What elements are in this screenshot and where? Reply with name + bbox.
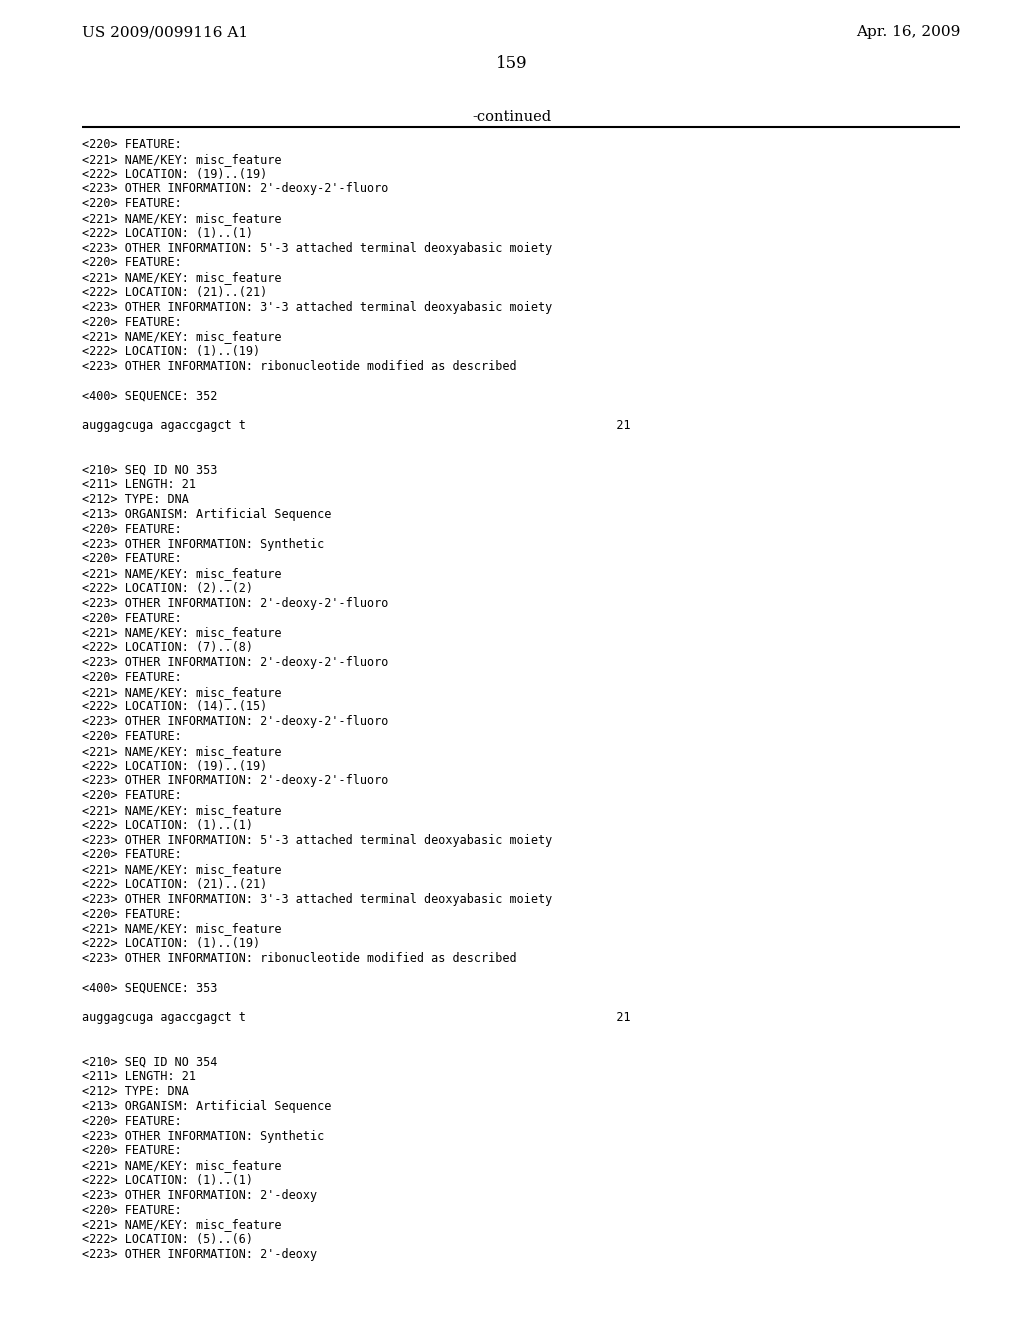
Text: <223> OTHER INFORMATION: 2'-deoxy-2'-fluoro: <223> OTHER INFORMATION: 2'-deoxy-2'-flu… [82,775,388,788]
Text: US 2009/0099116 A1: US 2009/0099116 A1 [82,25,248,40]
Text: <220> FEATURE:: <220> FEATURE: [82,1144,181,1158]
Text: <220> FEATURE:: <220> FEATURE: [82,1204,181,1217]
Text: <211> LENGTH: 21: <211> LENGTH: 21 [82,478,196,491]
Text: <210> SEQ ID NO 353: <210> SEQ ID NO 353 [82,463,217,477]
Text: <223> OTHER INFORMATION: 3'-3 attached terminal deoxyabasic moiety: <223> OTHER INFORMATION: 3'-3 attached t… [82,301,552,314]
Text: <220> FEATURE:: <220> FEATURE: [82,197,181,210]
Text: <220> FEATURE:: <220> FEATURE: [82,1115,181,1127]
Text: <222> LOCATION: (1)..(1): <222> LOCATION: (1)..(1) [82,227,253,240]
Text: <222> LOCATION: (1)..(19): <222> LOCATION: (1)..(19) [82,346,260,358]
Text: <223> OTHER INFORMATION: ribonucleotide modified as described: <223> OTHER INFORMATION: ribonucleotide … [82,360,517,374]
Text: 159: 159 [497,55,527,73]
Text: <220> FEATURE:: <220> FEATURE: [82,139,181,150]
Text: <222> LOCATION: (2)..(2): <222> LOCATION: (2)..(2) [82,582,253,595]
Text: <221> NAME/KEY: misc_feature: <221> NAME/KEY: misc_feature [82,685,282,698]
Text: <220> FEATURE:: <220> FEATURE: [82,671,181,684]
Text: <220> FEATURE:: <220> FEATURE: [82,611,181,624]
Text: <223> OTHER INFORMATION: 2'-deoxy-2'-fluoro: <223> OTHER INFORMATION: 2'-deoxy-2'-flu… [82,656,388,669]
Text: <221> NAME/KEY: misc_feature: <221> NAME/KEY: misc_feature [82,627,282,639]
Text: <220> FEATURE:: <220> FEATURE: [82,552,181,565]
Text: <213> ORGANISM: Artificial Sequence: <213> ORGANISM: Artificial Sequence [82,1100,332,1113]
Text: <223> OTHER INFORMATION: 2'-deoxy: <223> OTHER INFORMATION: 2'-deoxy [82,1189,317,1201]
Text: <220> FEATURE:: <220> FEATURE: [82,256,181,269]
Text: Apr. 16, 2009: Apr. 16, 2009 [856,25,961,40]
Text: auggagcuga agaccgagct t                                                    21: auggagcuga agaccgagct t 21 [82,1011,631,1024]
Text: <211> LENGTH: 21: <211> LENGTH: 21 [82,1071,196,1084]
Text: <220> FEATURE:: <220> FEATURE: [82,789,181,803]
Text: <221> NAME/KEY: misc_feature: <221> NAME/KEY: misc_feature [82,863,282,876]
Text: <212> TYPE: DNA: <212> TYPE: DNA [82,1085,188,1098]
Text: <220> FEATURE:: <220> FEATURE: [82,315,181,329]
Text: <220> FEATURE:: <220> FEATURE: [82,523,181,536]
Text: <221> NAME/KEY: misc_feature: <221> NAME/KEY: misc_feature [82,213,282,224]
Text: <222> LOCATION: (19)..(19): <222> LOCATION: (19)..(19) [82,759,267,772]
Text: <400> SEQUENCE: 352: <400> SEQUENCE: 352 [82,389,217,403]
Text: <223> OTHER INFORMATION: 2'-deoxy-2'-fluoro: <223> OTHER INFORMATION: 2'-deoxy-2'-flu… [82,597,388,610]
Text: <222> LOCATION: (1)..(19): <222> LOCATION: (1)..(19) [82,937,260,950]
Text: <210> SEQ ID NO 354: <210> SEQ ID NO 354 [82,1056,217,1069]
Text: <212> TYPE: DNA: <212> TYPE: DNA [82,494,188,506]
Text: <221> NAME/KEY: misc_feature: <221> NAME/KEY: misc_feature [82,330,282,343]
Text: <222> LOCATION: (14)..(15): <222> LOCATION: (14)..(15) [82,701,267,713]
Text: <223> OTHER INFORMATION: 5'-3 attached terminal deoxyabasic moiety: <223> OTHER INFORMATION: 5'-3 attached t… [82,834,552,846]
Text: -continued: -continued [472,110,552,124]
Text: <221> NAME/KEY: misc_feature: <221> NAME/KEY: misc_feature [82,568,282,581]
Text: <222> LOCATION: (1)..(1): <222> LOCATION: (1)..(1) [82,1173,253,1187]
Text: <220> FEATURE:: <220> FEATURE: [82,849,181,862]
Text: <222> LOCATION: (19)..(19): <222> LOCATION: (19)..(19) [82,168,267,181]
Text: <223> OTHER INFORMATION: 5'-3 attached terminal deoxyabasic moiety: <223> OTHER INFORMATION: 5'-3 attached t… [82,242,552,255]
Text: <223> OTHER INFORMATION: 2'-deoxy-2'-fluoro: <223> OTHER INFORMATION: 2'-deoxy-2'-flu… [82,182,388,195]
Text: <223> OTHER INFORMATION: ribonucleotide modified as described: <223> OTHER INFORMATION: ribonucleotide … [82,952,517,965]
Text: <223> OTHER INFORMATION: Synthetic: <223> OTHER INFORMATION: Synthetic [82,1130,325,1143]
Text: <221> NAME/KEY: misc_feature: <221> NAME/KEY: misc_feature [82,153,282,166]
Text: <221> NAME/KEY: misc_feature: <221> NAME/KEY: misc_feature [82,923,282,936]
Text: <222> LOCATION: (21)..(21): <222> LOCATION: (21)..(21) [82,286,267,300]
Text: <221> NAME/KEY: misc_feature: <221> NAME/KEY: misc_feature [82,744,282,758]
Text: <222> LOCATION: (21)..(21): <222> LOCATION: (21)..(21) [82,878,267,891]
Text: <223> OTHER INFORMATION: 3'-3 attached terminal deoxyabasic moiety: <223> OTHER INFORMATION: 3'-3 attached t… [82,892,552,906]
Text: <220> FEATURE:: <220> FEATURE: [82,908,181,920]
Text: <400> SEQUENCE: 353: <400> SEQUENCE: 353 [82,982,217,994]
Text: <221> NAME/KEY: misc_feature: <221> NAME/KEY: misc_feature [82,271,282,284]
Text: <223> OTHER INFORMATION: 2'-deoxy-2'-fluoro: <223> OTHER INFORMATION: 2'-deoxy-2'-flu… [82,715,388,729]
Text: <222> LOCATION: (5)..(6): <222> LOCATION: (5)..(6) [82,1233,253,1246]
Text: <223> OTHER INFORMATION: 2'-deoxy: <223> OTHER INFORMATION: 2'-deoxy [82,1247,317,1261]
Text: <221> NAME/KEY: misc_feature: <221> NAME/KEY: misc_feature [82,1218,282,1232]
Text: <221> NAME/KEY: misc_feature: <221> NAME/KEY: misc_feature [82,804,282,817]
Text: <213> ORGANISM: Artificial Sequence: <213> ORGANISM: Artificial Sequence [82,508,332,521]
Text: auggagcuga agaccgagct t                                                    21: auggagcuga agaccgagct t 21 [82,420,631,432]
Text: <223> OTHER INFORMATION: Synthetic: <223> OTHER INFORMATION: Synthetic [82,537,325,550]
Text: <220> FEATURE:: <220> FEATURE: [82,730,181,743]
Text: <222> LOCATION: (1)..(1): <222> LOCATION: (1)..(1) [82,818,253,832]
Text: <221> NAME/KEY: misc_feature: <221> NAME/KEY: misc_feature [82,1159,282,1172]
Text: <222> LOCATION: (7)..(8): <222> LOCATION: (7)..(8) [82,642,253,655]
